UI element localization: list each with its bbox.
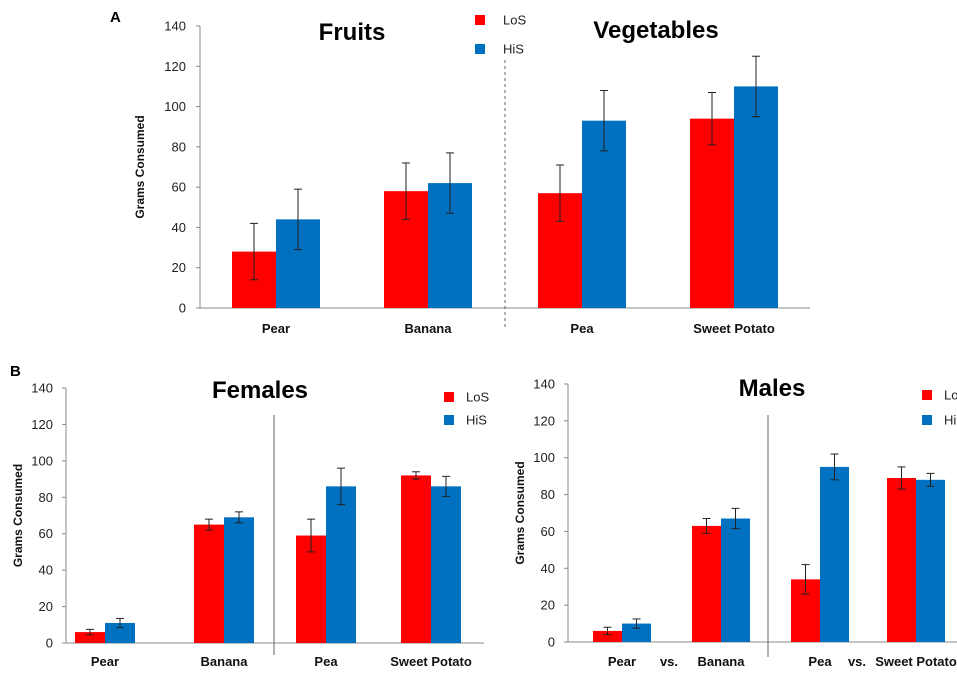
- y-tick-label: 140: [533, 377, 555, 392]
- bar-los: [194, 524, 224, 643]
- y-tick-label: 80: [39, 490, 53, 505]
- chart-males: 0 20 40 60 80 100 120 140 Grams Consumed Pear Bana…: [513, 375, 957, 669]
- x-category-label: Pea: [808, 654, 832, 669]
- x-category-label: Pea: [570, 321, 594, 336]
- y-tick-label: 100: [31, 453, 53, 468]
- y-tick-label: 120: [164, 59, 186, 74]
- chart-females: 0 20 40 60 80 100 120 140 Grams Consumed Pear Bana…: [11, 377, 489, 669]
- bar-his: [820, 466, 849, 642]
- y-axis-label: Grams Consumed: [133, 115, 147, 218]
- bar-los: [690, 118, 734, 309]
- bar-los: [887, 477, 916, 642]
- y-axis-label: Grams Consumed: [513, 461, 527, 564]
- x-category-label: Pear: [608, 654, 636, 669]
- chart-title: Vegetables: [593, 17, 718, 44]
- y-tick-label: 0: [46, 636, 53, 651]
- y-tick-label: 120: [533, 413, 555, 428]
- y-tick-label: 20: [541, 598, 555, 613]
- y-tick-label: 60: [172, 180, 186, 195]
- x-category-label: Sweet Potato: [390, 654, 472, 669]
- x-category-label: Pear: [91, 654, 119, 669]
- x-extra-label: vs.: [848, 654, 866, 669]
- x-extra-label: vs.: [660, 654, 678, 669]
- legend-swatch: [444, 392, 454, 402]
- chart-title: Males: [739, 375, 806, 402]
- y-tick-label: 60: [541, 524, 555, 539]
- x-category-label: Pea: [314, 654, 338, 669]
- bar-his: [431, 486, 461, 643]
- x-category-label: Banana: [405, 321, 453, 336]
- y-tick-label: 20: [39, 599, 53, 614]
- legend-swatch: [475, 15, 485, 25]
- x-category-label: Sweet Potato: [875, 654, 957, 669]
- bar-his: [582, 120, 626, 309]
- y-tick-label: 140: [31, 381, 53, 396]
- y-tick-label: 40: [541, 561, 555, 576]
- panel-label-b: B: [10, 363, 21, 380]
- y-tick-label: 100: [533, 450, 555, 465]
- bar-los: [75, 632, 105, 643]
- legend-swatch: [922, 415, 932, 425]
- y-tick-label: 40: [39, 563, 53, 578]
- x-category-label: Banana: [698, 654, 746, 669]
- panel-label-a: A: [110, 9, 121, 26]
- bar-his: [721, 518, 750, 642]
- bar-his: [105, 622, 135, 643]
- y-tick-label: 0: [179, 301, 186, 316]
- chart-title: Females: [212, 377, 308, 404]
- bar-his: [326, 486, 356, 643]
- bar-los: [296, 535, 326, 643]
- legend-label: Hi: [944, 413, 956, 428]
- y-tick-label: 0: [548, 635, 555, 650]
- y-axis-label: Grams Consumed: [11, 464, 25, 567]
- y-tick-label: 100: [164, 99, 186, 114]
- bar-his: [224, 517, 254, 643]
- bar-his: [734, 86, 778, 308]
- chart-title: Fruits: [319, 19, 386, 46]
- x-category-label: Pear: [262, 321, 290, 336]
- legend-label: HiS: [503, 42, 524, 57]
- legend-label: LoS: [503, 13, 526, 28]
- legend-swatch: [922, 390, 932, 400]
- legend-label: LoS: [466, 390, 489, 405]
- x-category-label: Sweet Potato: [693, 321, 775, 336]
- bar-los: [593, 630, 622, 642]
- y-tick-label: 20: [172, 260, 186, 275]
- bar-los: [401, 475, 431, 643]
- y-tick-label: 80: [541, 487, 555, 502]
- legend-swatch: [444, 415, 454, 425]
- y-tick-label: 120: [31, 417, 53, 432]
- y-tick-label: 140: [164, 19, 186, 34]
- y-tick-label: 40: [172, 220, 186, 235]
- bar-his: [622, 623, 651, 642]
- bar-los: [692, 525, 721, 642]
- legend-label: Lo: [944, 388, 957, 403]
- legend-swatch: [475, 44, 485, 54]
- y-tick-label: 80: [172, 139, 186, 154]
- bar-his: [916, 479, 945, 642]
- chart-fruits-vegetables: 0 20 40 60 80 100 120 140 Grams Consumed Pear Bana…: [133, 13, 810, 336]
- legend-label: HiS: [466, 413, 487, 428]
- x-category-label: Banana: [201, 654, 249, 669]
- y-tick-label: 60: [39, 526, 53, 541]
